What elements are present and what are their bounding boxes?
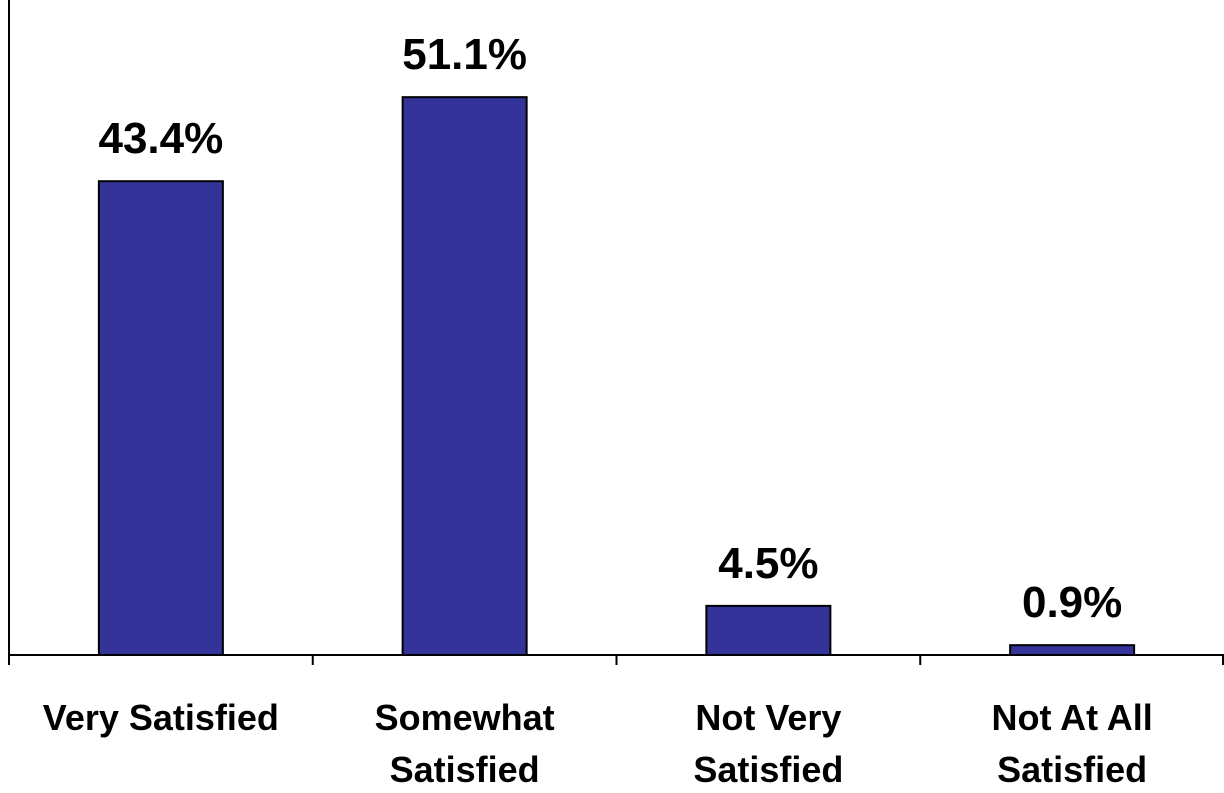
x-tick-label: Not Very <box>695 697 841 738</box>
bar <box>705 604 832 656</box>
data-label: 43.4% <box>98 114 223 163</box>
data-label: 51.1% <box>402 30 527 79</box>
x-tick-label: Not At All <box>991 697 1152 738</box>
bar <box>97 180 224 656</box>
bar <box>401 96 528 657</box>
data-label: 4.5% <box>718 539 818 588</box>
x-tick-label: Satisfied <box>997 749 1147 788</box>
x-tick-label: Somewhat <box>375 697 555 738</box>
chart-bars <box>97 96 1136 657</box>
bar <box>1009 644 1136 656</box>
x-tick-label: Very Satisfied <box>43 697 279 738</box>
chart-labels: 43.4% Very Satisfied 51.1% Somewhat Satisfie… <box>43 30 1153 790</box>
x-tick-label: Satisfied <box>390 749 540 788</box>
data-label: 0.9% <box>1022 578 1122 627</box>
x-tick-label: Satisfied <box>693 749 843 788</box>
